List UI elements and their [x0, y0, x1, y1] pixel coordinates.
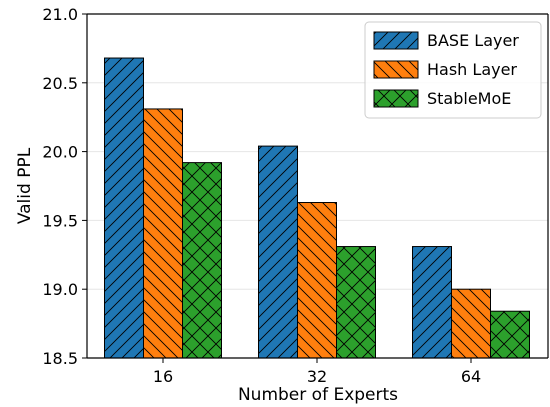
y-tick-label: 20.5	[42, 74, 78, 93]
legend-label: StableMoE	[427, 89, 511, 108]
bar-hatch	[490, 310, 530, 359]
legend: BASE Layer Hash Layer StableMoE	[364, 21, 542, 119]
legend-label: Hash Layer	[427, 60, 517, 79]
y-tick-label: 18.5	[42, 349, 78, 368]
legend-swatch-hatch	[373, 89, 419, 108]
legend-label: BASE Layer	[427, 31, 519, 50]
bar-hatch	[297, 202, 337, 359]
y-axis-title: Valid PPL	[15, 147, 35, 224]
legend-swatch-hatch	[373, 31, 419, 50]
bar-hatch	[258, 145, 298, 359]
legend-swatch-hatch	[373, 60, 419, 79]
bar-hatch	[182, 162, 222, 359]
bar-hatch	[412, 246, 452, 359]
tick-labels: 18.5 19.0 19.5 20.0 20.5 21.0 16 32 64	[42, 5, 481, 386]
x-tick-label: 16	[153, 367, 173, 386]
bar-hatch	[336, 246, 376, 359]
bar-hatch	[451, 288, 491, 359]
bar-hatch	[143, 108, 183, 359]
axes	[82, 13, 549, 363]
bars	[104, 57, 530, 359]
y-tick-label: 19.0	[42, 280, 78, 299]
y-tick-label: 19.5	[42, 211, 78, 230]
x-tick-label: 64	[461, 367, 481, 386]
bar-hatch	[104, 57, 144, 359]
x-tick-label: 32	[307, 367, 327, 386]
y-tick-label: 20.0	[42, 143, 78, 162]
y-tick-label: 21.0	[42, 5, 78, 24]
x-axis-title: Number of Experts	[238, 385, 398, 405]
